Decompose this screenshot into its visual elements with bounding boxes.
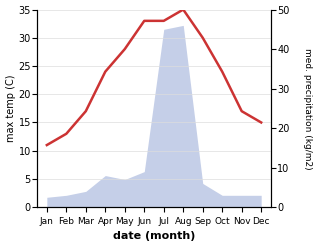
X-axis label: date (month): date (month) <box>113 231 195 242</box>
Y-axis label: max temp (C): max temp (C) <box>5 75 16 142</box>
Y-axis label: med. precipitation (kg/m2): med. precipitation (kg/m2) <box>303 48 313 169</box>
